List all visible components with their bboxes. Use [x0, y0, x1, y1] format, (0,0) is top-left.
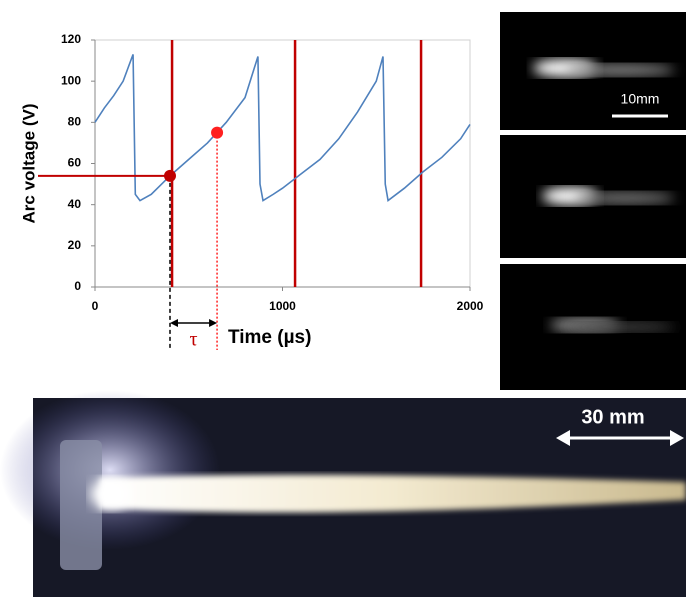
y-tick-label: 20 [68, 238, 82, 252]
scale-label: 10mm [621, 91, 660, 107]
plume-tail [565, 322, 675, 332]
y-tick-label: 40 [68, 197, 82, 211]
jet-photo: 30 mm [0, 390, 686, 597]
chart: 0 20 40 60 80 100 120 0 1000 2000 Arc voltage (V) T… [19, 32, 483, 350]
y-tick-label: 120 [61, 32, 81, 46]
plot-frame [94, 39, 471, 288]
interval-label: τ [190, 329, 198, 351]
x-axis-label: Time (µs) [228, 327, 311, 348]
scale-label: 30 mm [581, 406, 644, 428]
x-tick-label: 2000 [457, 299, 484, 313]
y-axis-label: Arc voltage (V) [19, 104, 38, 224]
plume-images: 10mm [500, 12, 686, 390]
plume-tail [565, 64, 675, 76]
plume-tail [575, 192, 675, 204]
voltage-line [94, 54, 471, 202]
jet-core [90, 478, 130, 510]
y-tick-label: 60 [68, 156, 82, 170]
jet [100, 474, 686, 513]
y-tick-label: 80 [68, 115, 82, 129]
x-tick-label: 0 [92, 299, 99, 313]
marker [211, 126, 224, 139]
scale-arrows [556, 430, 684, 446]
y-tick-label: 100 [61, 73, 81, 87]
marker [164, 169, 176, 182]
glow [0, 390, 220, 550]
y-tick-label: 0 [74, 279, 81, 293]
x-tick-label: 1000 [269, 299, 296, 313]
torch-head [60, 440, 102, 570]
